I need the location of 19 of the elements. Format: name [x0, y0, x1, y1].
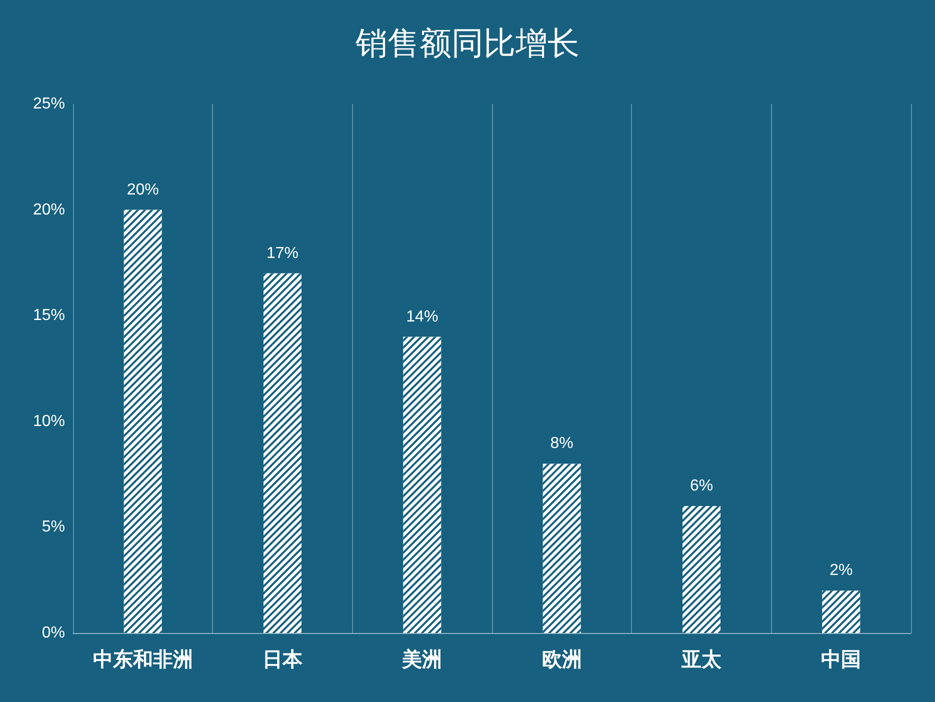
- chart-title: 销售额同比增长: [354, 24, 580, 62]
- x-tick-label: 日本: [262, 647, 304, 671]
- data-label: 20%: [126, 181, 159, 198]
- y-tick-label: 10%: [32, 412, 65, 430]
- y-tick-label: 0%: [42, 624, 65, 642]
- data-label: 14%: [406, 308, 438, 326]
- data-label: 8%: [550, 435, 574, 452]
- data-label: 2%: [830, 562, 853, 580]
- x-tick-label: 欧洲: [542, 647, 582, 671]
- x-tick-label: 亚太: [680, 647, 722, 671]
- x-tick-label: 中东和非洲: [92, 647, 193, 671]
- y-tick-label: 15%: [32, 307, 65, 324]
- data-label: 6%: [690, 478, 714, 495]
- y-tick-label: 25%: [32, 96, 65, 112]
- y-tick-label: 20%: [32, 201, 65, 218]
- x-tick-label: 中国: [821, 647, 862, 671]
- data-label: 17%: [266, 244, 299, 262]
- x-tick-label: 美洲: [401, 647, 442, 671]
- y-tick-label: 5%: [42, 518, 65, 536]
